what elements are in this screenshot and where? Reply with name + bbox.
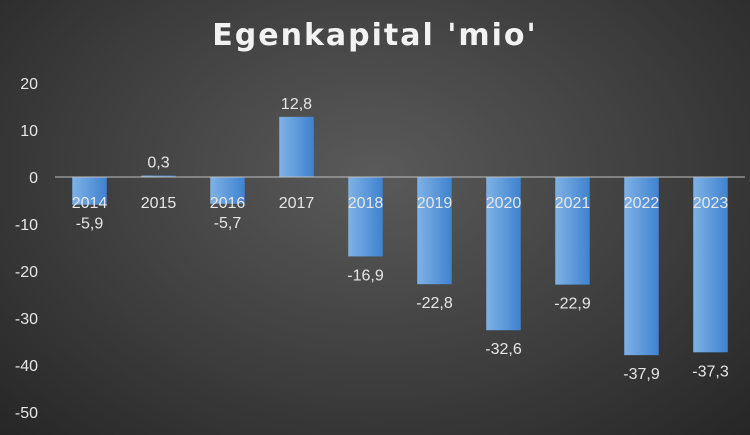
x-tick-label: 2020 xyxy=(486,195,522,212)
x-tick-label: 2021 xyxy=(555,195,591,212)
data-label: -37,9 xyxy=(623,366,660,383)
data-label: -16,9 xyxy=(347,267,384,284)
x-tick-label: 2015 xyxy=(141,195,177,212)
data-label: -5,7 xyxy=(214,215,242,232)
bar-2022 xyxy=(624,177,659,356)
bar-2023 xyxy=(693,177,728,353)
y-tick-label: 10 xyxy=(20,123,38,140)
data-labels: -5,9 0,3 -5,7 12,8 -16,9 -22,8 -32,6 -22,9 -37,9… xyxy=(76,96,729,383)
bar-2016 xyxy=(210,177,245,204)
x-axis-labels: 2014 2015 2016 2017 2018 2019 2020 2021 2022 2023 xyxy=(72,195,729,212)
x-tick-label: 2022 xyxy=(624,195,660,212)
chart-title: Egenkapital 'mio' xyxy=(212,18,538,53)
data-label: 12,8 xyxy=(281,96,312,113)
data-label: -22,9 xyxy=(554,296,591,313)
bar-2021 xyxy=(555,177,590,285)
bar-2019 xyxy=(417,177,452,285)
bar-2017 xyxy=(279,116,314,177)
x-tick-label: 2017 xyxy=(279,195,315,212)
y-tick-label: -30 xyxy=(15,311,38,328)
y-axis: 20 10 0 -10 -20 -30 -40 -50 xyxy=(15,76,38,422)
y-tick-label: -50 xyxy=(15,405,38,422)
x-tick-label: 2016 xyxy=(210,195,246,212)
y-tick-label: -10 xyxy=(15,217,38,234)
x-tick-label: 2019 xyxy=(417,195,453,212)
data-label: 0,3 xyxy=(147,155,169,172)
x-tick-label: 2014 xyxy=(72,195,108,212)
y-tick-label: -20 xyxy=(15,264,38,281)
data-label: -37,3 xyxy=(692,363,729,380)
data-label: -22,8 xyxy=(416,295,453,312)
y-tick-label: 20 xyxy=(20,76,38,93)
x-tick-label: 2023 xyxy=(693,195,729,212)
data-label: -32,6 xyxy=(485,341,522,358)
data-label: -5,9 xyxy=(76,216,104,233)
bar-2014 xyxy=(72,177,107,205)
x-tick-label: 2018 xyxy=(348,195,384,212)
bar-2015 xyxy=(141,175,176,177)
bar-2018 xyxy=(348,177,383,257)
bars xyxy=(72,116,728,356)
y-tick-label: 0 xyxy=(29,170,38,187)
y-tick-label: -40 xyxy=(15,358,38,375)
bar-2020 xyxy=(486,177,521,331)
